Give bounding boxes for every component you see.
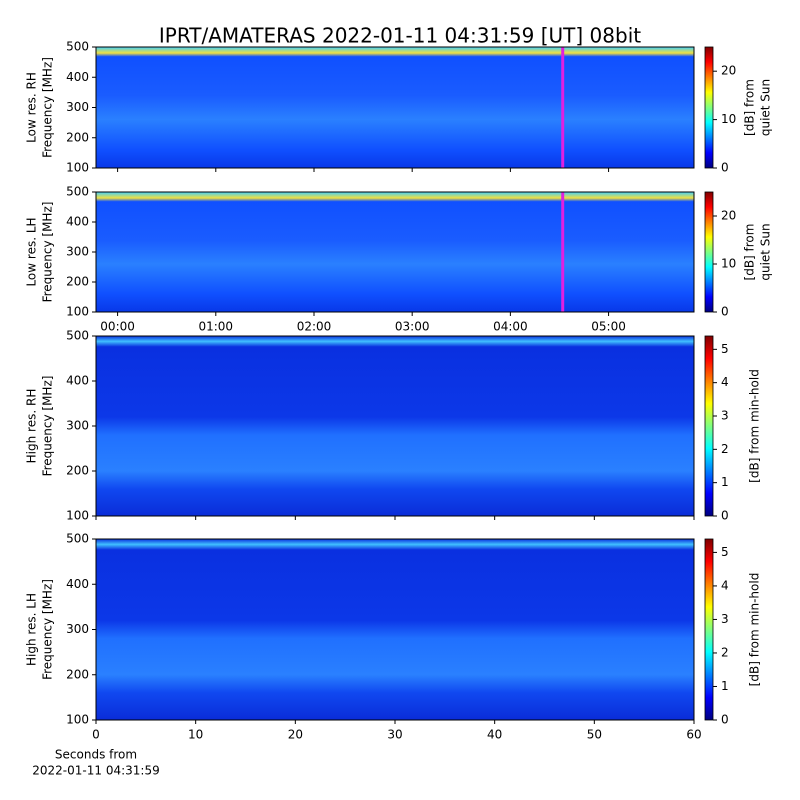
colorbar-tick-label: 0 [721,305,729,319]
colorbar-tick-label: 3 [721,409,729,423]
colorbar-tick-label: 4 [721,578,729,592]
colorbar-label: [dB] from [743,224,757,281]
y-tick-label: 300 [66,622,89,636]
colorbar [704,335,714,517]
y-tick-label: 500 [66,40,89,54]
y-tick-label: 200 [66,275,89,289]
y-tick-label: 100 [66,713,89,727]
y-tick-label: 100 [66,161,89,175]
y-axis-label: Frequency [MHz] [41,202,55,303]
y-tick-label: 300 [66,419,89,433]
y-tick-label: 200 [66,667,89,681]
colorbar-tick-label: 20 [721,64,736,78]
colorbar-tick-label: 0 [721,713,729,727]
colorbar-tick-label: 5 [721,342,729,356]
x-tick-label: 01:00 [198,320,233,334]
y-tick-label: 200 [66,464,89,478]
x-tick-label: 30 [387,728,402,742]
colorbar-label: quiet Sun [759,79,773,136]
x-tick-label: 03:00 [395,320,430,334]
colorbar-label: quiet Sun [759,223,773,280]
x-tick-label: 05:00 [591,320,626,334]
x-axis-label: Seconds from [55,748,137,762]
colorbar-label: [dB] from min-hold [748,369,762,483]
colorbar-label: [dB] from min-hold [748,573,762,687]
colorbar [704,46,714,169]
colorbar-label: [dB] from [743,79,757,136]
y-tick-label: 300 [66,245,89,259]
y-tick-label: 400 [66,70,89,84]
title: IPRT/AMATERAS 2022-01-11 04:31:59 [UT] 0… [159,24,641,48]
colorbar [704,191,714,313]
spectrogram [96,192,694,312]
x-tick-label: 02:00 [297,320,332,334]
x-tick-label: 10 [188,728,203,742]
colorbar-tick-label: 4 [721,375,729,389]
colorbar-tick-label: 10 [721,257,736,271]
y-tick-label: 100 [66,305,89,319]
spectrogram [96,539,694,720]
colorbar-tick-label: 0 [721,161,729,175]
colorbar-tick-label: 20 [721,209,736,223]
y-tick-label: 400 [66,374,89,388]
colorbar-tick-label: 3 [721,612,729,626]
x-tick-label: 50 [587,728,602,742]
y-tick-label: 400 [66,215,89,229]
colorbar [704,538,714,721]
colorbar-tick-label: 1 [721,475,729,489]
y-tick-label: 200 [66,130,89,144]
colorbar-tick-label: 2 [721,442,729,456]
y-tick-label: 400 [66,577,89,591]
x-tick-label: 04:00 [493,320,528,334]
y-axis-label: Frequency [MHz] [41,57,55,158]
y-tick-label: 100 [66,509,89,523]
y-axis-label: Low res. LH [25,217,39,286]
colorbar-tick-label: 10 [721,112,736,126]
x-tick-label: 60 [686,728,701,742]
y-axis-label: Low res. RH [25,72,39,143]
y-tick-label: 500 [66,329,89,343]
x-tick-label: 0 [92,728,100,742]
x-tick-label: 00:00 [100,320,135,334]
spectrogram [96,336,694,516]
y-axis-label: High res. LH [25,593,39,666]
x-axis-label: 2022-01-11 04:31:59 [32,764,159,778]
y-tick-label: 500 [66,532,89,546]
spectrogram [96,47,694,168]
colorbar-tick-label: 5 [721,545,729,559]
x-tick-label: 40 [487,728,502,742]
colorbar-tick-label: 0 [721,509,729,523]
y-axis-label: High res. RH [25,389,39,464]
y-tick-label: 300 [66,100,89,114]
colorbar-tick-label: 1 [721,679,729,693]
x-tick-label: 20 [288,728,303,742]
colorbar-tick-label: 2 [721,645,729,659]
y-axis-label: Frequency [MHz] [41,376,55,477]
y-tick-label: 500 [66,185,89,199]
y-axis-label: Frequency [MHz] [41,579,55,680]
